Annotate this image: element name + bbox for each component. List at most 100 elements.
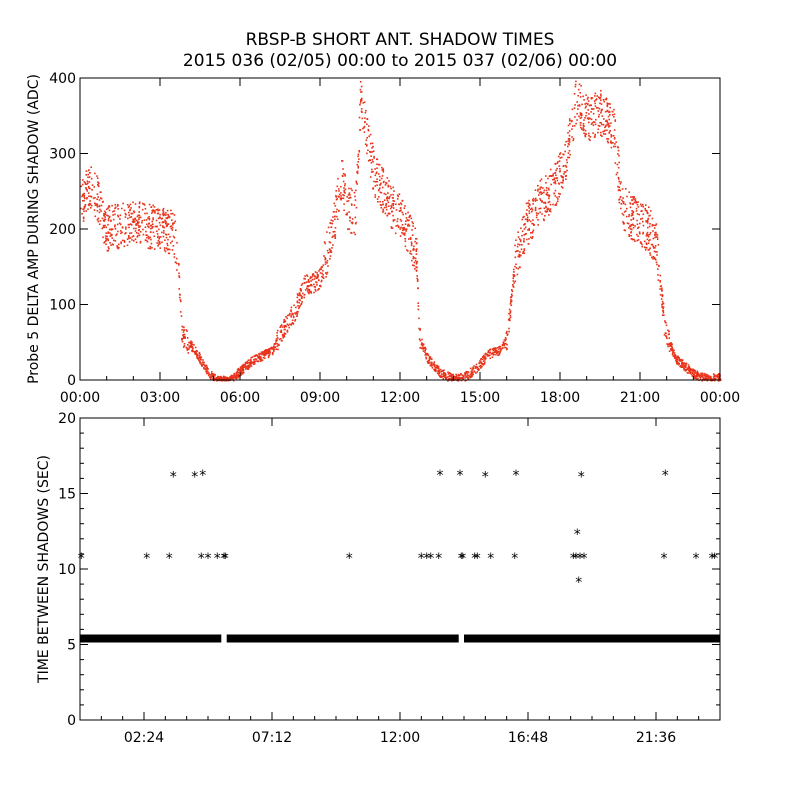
amplitude-point (528, 212, 531, 214)
amplitude-point (700, 372, 702, 375)
amplitude-point (371, 147, 373, 149)
amplitude-point (639, 232, 641, 235)
amplitude-point (254, 354, 257, 357)
amplitude-point (607, 138, 610, 140)
amplitude-point (145, 219, 148, 221)
amplitude-point (604, 126, 606, 129)
amplitude-point (186, 349, 189, 351)
amplitude-point (133, 239, 135, 242)
amplitude-point (562, 177, 564, 179)
amplitude-point (451, 376, 454, 379)
amplitude-point (203, 364, 206, 366)
amplitude-x-tick-label: 00:00 (700, 390, 740, 406)
amplitude-point (203, 367, 205, 370)
amplitude-point (539, 180, 542, 182)
amplitude-point (410, 253, 413, 255)
amplitude-point (110, 244, 112, 246)
amplitude-point (369, 151, 372, 153)
amplitude-point (534, 206, 537, 209)
amplitude-point (241, 373, 244, 375)
amplitude-point (636, 239, 638, 242)
amplitude-point (248, 364, 250, 367)
amplitude-point (439, 368, 442, 371)
amplitude-point (118, 246, 120, 249)
amplitude-point (172, 245, 175, 247)
amplitude-point (150, 227, 152, 230)
amplitude-point (595, 118, 597, 121)
amplitude-point (128, 223, 131, 226)
amplitude-point (543, 191, 545, 194)
amplitude-point (698, 374, 701, 376)
amplitude-point (131, 212, 134, 215)
amplitude-point (689, 372, 691, 375)
amplitude-point (480, 361, 482, 364)
amplitude-point (164, 220, 167, 223)
amplitude-point (263, 353, 265, 356)
amplitude-point (392, 199, 394, 202)
amplitude-point (488, 354, 490, 357)
amplitude-point (539, 198, 541, 200)
amplitude-point (135, 241, 138, 244)
amplitude-point (529, 204, 531, 206)
amplitude-point (445, 377, 447, 379)
amplitude-point (448, 375, 450, 378)
amplitude-point (529, 208, 532, 210)
amplitude-point (607, 115, 610, 118)
amplitude-point (602, 123, 605, 126)
amplitude-point (429, 356, 432, 358)
amplitude-point (392, 193, 394, 196)
amplitude-point (492, 349, 495, 352)
amplitude-point (706, 377, 708, 380)
amplitude-y-axis-label: Probe 5 DELTA AMP DURING SHADOW (ADC) (26, 74, 42, 384)
amplitude-point (547, 187, 550, 190)
amplitude-point (540, 193, 543, 195)
amplitude-point (199, 357, 202, 360)
amplitude-point (654, 224, 657, 227)
amplitude-point (280, 338, 282, 340)
amplitude-point (701, 375, 704, 378)
amplitude-point (588, 104, 591, 107)
amplitude-point (88, 204, 91, 207)
amplitude-point (509, 296, 512, 298)
amplitude-point (710, 375, 712, 378)
amplitude-point (510, 304, 513, 307)
amplitude-point (630, 224, 633, 226)
amplitude-point (444, 372, 447, 375)
amplitude-point (343, 189, 345, 192)
amplitude-point (82, 220, 85, 222)
amplitude-point (575, 122, 577, 125)
amplitude-point (239, 368, 241, 371)
amplitude-point (547, 194, 550, 197)
amplitude-point (202, 363, 204, 366)
amplitude-point (80, 207, 82, 210)
amplitude-point (165, 247, 168, 249)
amplitude-point (244, 361, 247, 364)
shadow-interval-y-axis-label: TIME BETWEEN SHADOWS (SEC) (36, 455, 52, 684)
shadow-interval-point: * (437, 468, 444, 484)
amplitude-point (683, 369, 685, 371)
amplitude-point (668, 333, 670, 335)
amplitude-point (135, 224, 137, 226)
amplitude-point (297, 294, 299, 296)
amplitude-point (313, 278, 316, 280)
amplitude-point (88, 176, 91, 178)
amplitude-point (157, 212, 160, 215)
amplitude-point (358, 150, 361, 153)
amplitude-point (355, 221, 357, 224)
amplitude-point (531, 209, 534, 211)
amplitude-point (255, 358, 258, 361)
amplitude-point (694, 376, 696, 378)
amplitude-point (524, 223, 526, 225)
amplitude-point (133, 210, 135, 212)
amplitude-point (316, 272, 318, 274)
amplitude-point (171, 240, 173, 243)
amplitude-point (178, 288, 180, 290)
amplitude-point (171, 219, 173, 221)
amplitude-point (614, 120, 616, 122)
amplitude-point (219, 377, 221, 380)
amplitude-point (201, 365, 203, 367)
amplitude-point (579, 124, 582, 126)
amplitude-point (648, 206, 650, 208)
amplitude-point (138, 216, 141, 219)
amplitude-point (685, 364, 687, 366)
